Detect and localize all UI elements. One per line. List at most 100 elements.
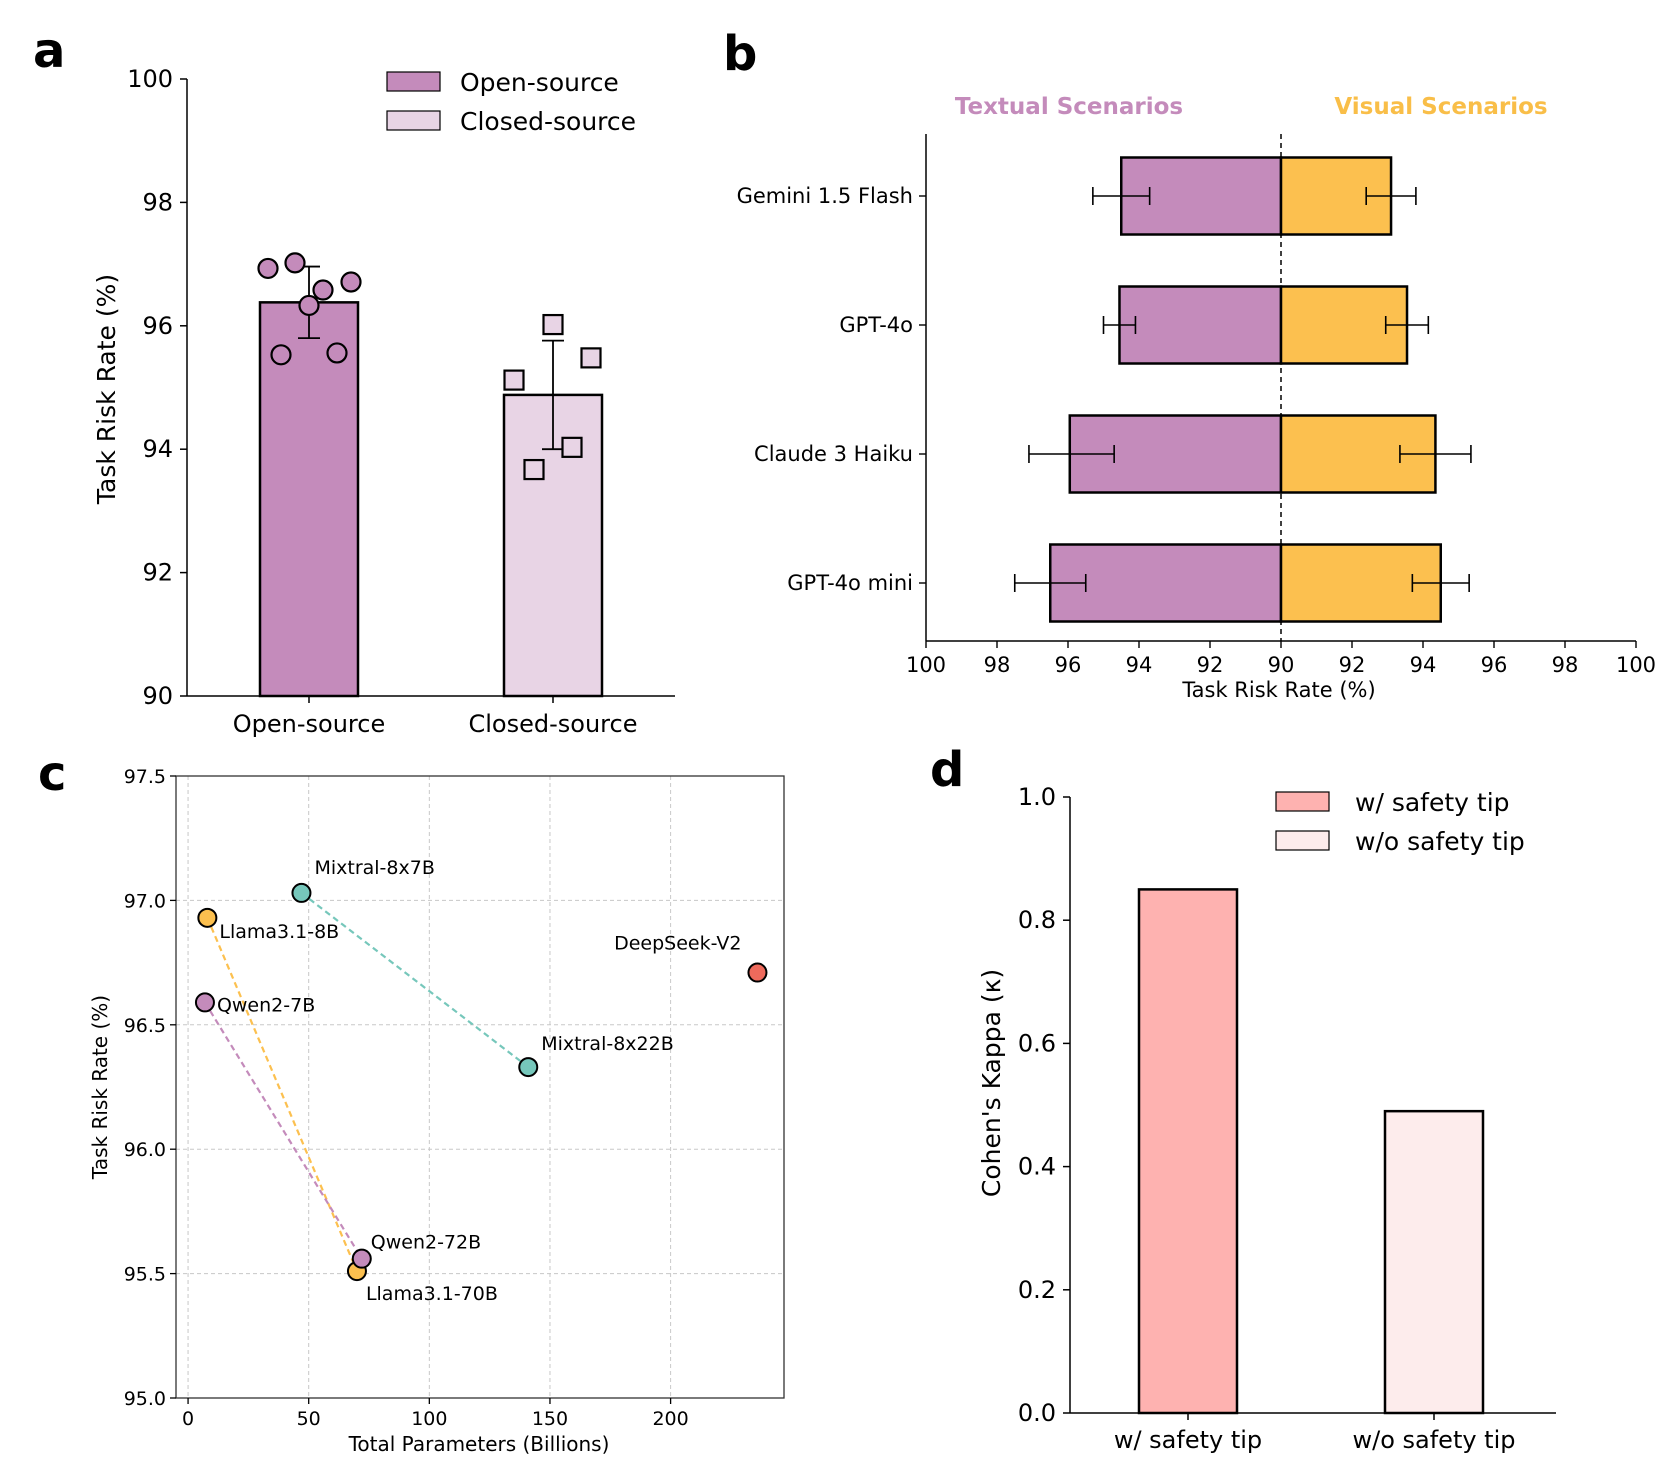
panel-d-ytick-label: 0.8 bbox=[1018, 906, 1056, 934]
panel-a-legend-closed: Closed-source bbox=[460, 107, 636, 136]
panel-c-point-label: Mixtral-8x22B bbox=[541, 1033, 674, 1055]
panel-c-plot: Mixtral-8x7B Mixtral-8x22B Llama3.1-8B Llam… bbox=[124, 766, 785, 1430]
panel-a-point-closed-0 bbox=[542, 313, 564, 336]
panel-d-legend-without: w/o safety tip bbox=[1355, 827, 1525, 856]
panel-c-xlabel: Total Parameters (Billions) bbox=[348, 1432, 610, 1456]
panel-c-point-label: Qwen2-7B bbox=[217, 994, 315, 1016]
panel-b: Textual Scenarios Visual Scenarios Task … bbox=[737, 94, 1656, 702]
panel-d-xtick-label: w/o safety tip bbox=[1352, 1426, 1515, 1454]
panel-c-frame bbox=[175, 775, 785, 1399]
panel-a-xtick-label: Open-source bbox=[233, 710, 385, 738]
panel-b-xtick-label: 100 bbox=[1616, 653, 1656, 677]
panel-label-b: b bbox=[723, 26, 757, 82]
panel-b-visual-title: Visual Scenarios bbox=[1334, 94, 1547, 120]
panel-c-point-label: Llama3.1-8B bbox=[219, 921, 339, 943]
panel-b-xtick-label: 98 bbox=[984, 653, 1011, 677]
panel-d-ytick-label: 0.0 bbox=[1018, 1399, 1056, 1427]
panel-c-point-label: Llama3.1-70B bbox=[366, 1283, 498, 1305]
panel-a-point-closed-1 bbox=[503, 369, 525, 391]
panel-c-point-label: Mixtral-8x7B bbox=[314, 857, 434, 879]
panel-b-xtick-label: 92 bbox=[1197, 653, 1224, 677]
panel-b-xtick-label: 96 bbox=[1055, 653, 1082, 677]
panel-a-point-open-2 bbox=[312, 279, 334, 301]
panel-b-xtick-label: 94 bbox=[1410, 653, 1437, 677]
panel-a: Task Risk Rate (%) Open-source Closed-so… bbox=[92, 65, 675, 738]
panel-a-xtick-label: Closed-source bbox=[469, 710, 638, 738]
panel-a-point-closed-2 bbox=[580, 347, 602, 369]
panel-c-point-5 bbox=[351, 1248, 372, 1269]
panel-d-legend-with: w/ safety tip bbox=[1355, 788, 1510, 817]
panel-a-ytick-label: 100 bbox=[127, 65, 173, 93]
panel-a-legend-open: Open-source bbox=[460, 68, 619, 97]
panel-c-point-1 bbox=[518, 1057, 539, 1078]
panel-c-xtick-label: 200 bbox=[652, 1408, 688, 1430]
panel-a-ytick-label: 90 bbox=[142, 682, 173, 710]
panel-a-ytick-label: 98 bbox=[142, 188, 173, 216]
panel-c-point-4 bbox=[194, 992, 215, 1013]
panel-a-point-open-5 bbox=[270, 344, 292, 366]
panel-b-textual-title: Textual Scenarios bbox=[955, 94, 1183, 120]
panel-d-legend-swatch-with bbox=[1275, 791, 1330, 812]
panel-c: Total Parameters (Billions) Task Risk Ra… bbox=[88, 766, 785, 1456]
panel-d-bar-0 bbox=[1137, 888, 1239, 1415]
panel-b-xtick-label: 90 bbox=[1268, 653, 1295, 677]
panel-a-point-open-6 bbox=[326, 342, 348, 364]
panel-b-ytick-label: GPT-4o mini bbox=[787, 571, 913, 595]
panel-a-ytick-label: 96 bbox=[142, 312, 173, 340]
panel-b-ytick-label: GPT-4o bbox=[839, 313, 913, 337]
panel-c-point-2 bbox=[197, 907, 218, 928]
panel-d-xtick-label: w/ safety tip bbox=[1114, 1426, 1262, 1454]
panel-b-xtick-label: 94 bbox=[1126, 653, 1153, 677]
panel-c-xtick-label: 150 bbox=[532, 1408, 568, 1430]
panel-b-xtick-label: 92 bbox=[1339, 653, 1366, 677]
panel-c-point-6 bbox=[747, 962, 768, 983]
panel-a-point-closed-3 bbox=[561, 436, 583, 458]
panel-a-ytick-label: 92 bbox=[142, 559, 173, 587]
panel-a-point-closed-4 bbox=[523, 458, 545, 481]
panel-b-ytick-label: Gemini 1.5 Flash bbox=[737, 184, 913, 208]
panel-c-connector-0 bbox=[300, 892, 529, 1068]
panel-c-connector-2 bbox=[204, 1001, 363, 1260]
panel-b-plot: Gemini 1.5 Flash GPT-4o Claude 3 Haiku GPT-… bbox=[737, 134, 1656, 677]
panel-b-bar-textual-3 bbox=[1049, 543, 1283, 623]
panel-d-ytick-label: 0.6 bbox=[1018, 1029, 1056, 1057]
panel-b-bar-textual-1 bbox=[1118, 285, 1283, 365]
panel-label-c: c bbox=[38, 746, 66, 802]
panel-b-xtick-label: 98 bbox=[1552, 653, 1579, 677]
panel-c-xtick-label: 50 bbox=[297, 1408, 321, 1430]
panel-a-bar-0 bbox=[258, 301, 360, 698]
panel-a-ytick-label: 94 bbox=[142, 435, 173, 463]
panel-d: Cohen's Kappa (κ) w/ safety tip w/o safe… bbox=[977, 783, 1556, 1454]
panel-d-legend-swatch-without bbox=[1275, 830, 1330, 851]
panel-d-plot: 0.0 0.2 0.4 0.6 0.8 1.0 w/ safety tip w/o safet… bbox=[1018, 783, 1556, 1454]
panel-a-ylabel: Task Risk Rate (%) bbox=[92, 274, 121, 505]
panel-a-legend-swatch-closed bbox=[386, 110, 441, 131]
panel-d-ytick-label: 0.2 bbox=[1018, 1276, 1056, 1304]
panel-d-ytick-label: 1.0 bbox=[1018, 783, 1056, 811]
panel-a-legend-swatch-open bbox=[386, 71, 441, 92]
panel-a-point-open-3 bbox=[340, 271, 362, 293]
panel-a-point-open-0 bbox=[257, 257, 279, 280]
panel-b-xtick-label: 100 bbox=[906, 653, 946, 677]
panel-c-xtick-label: 100 bbox=[411, 1408, 447, 1430]
panel-c-ytick-label: 97.0 bbox=[124, 890, 166, 912]
panel-d-bar-1 bbox=[1383, 1109, 1485, 1415]
panel-a-point-open-1 bbox=[284, 252, 306, 274]
panel-c-ytick-label: 95.0 bbox=[124, 1388, 166, 1410]
panel-label-a: a bbox=[33, 23, 65, 79]
panel-c-ylabel: Task Risk Rate (%) bbox=[88, 995, 112, 1180]
panel-a-plot: 90 92 94 96 98 100 Open-source Closed-source bbox=[127, 65, 675, 738]
panel-label-d: d bbox=[930, 742, 964, 798]
panel-b-xlabel: Task Risk Rate (%) bbox=[1181, 678, 1375, 702]
panel-c-point-label: DeepSeek-V2 bbox=[614, 933, 741, 955]
panel-d-ytick-label: 0.4 bbox=[1018, 1153, 1056, 1181]
panel-c-point-label: Qwen2-72B bbox=[371, 1232, 481, 1254]
panel-c-ytick-label: 96.5 bbox=[124, 1015, 166, 1037]
panel-c-point-0 bbox=[291, 882, 312, 903]
panel-b-ytick-label: Claude 3 Haiku bbox=[754, 442, 913, 466]
panel-c-ytick-label: 97.5 bbox=[124, 766, 166, 788]
panel-c-connector-1 bbox=[206, 917, 358, 1272]
panel-c-xtick-label: 0 bbox=[182, 1408, 194, 1430]
panel-c-ytick-label: 95.5 bbox=[124, 1264, 166, 1286]
